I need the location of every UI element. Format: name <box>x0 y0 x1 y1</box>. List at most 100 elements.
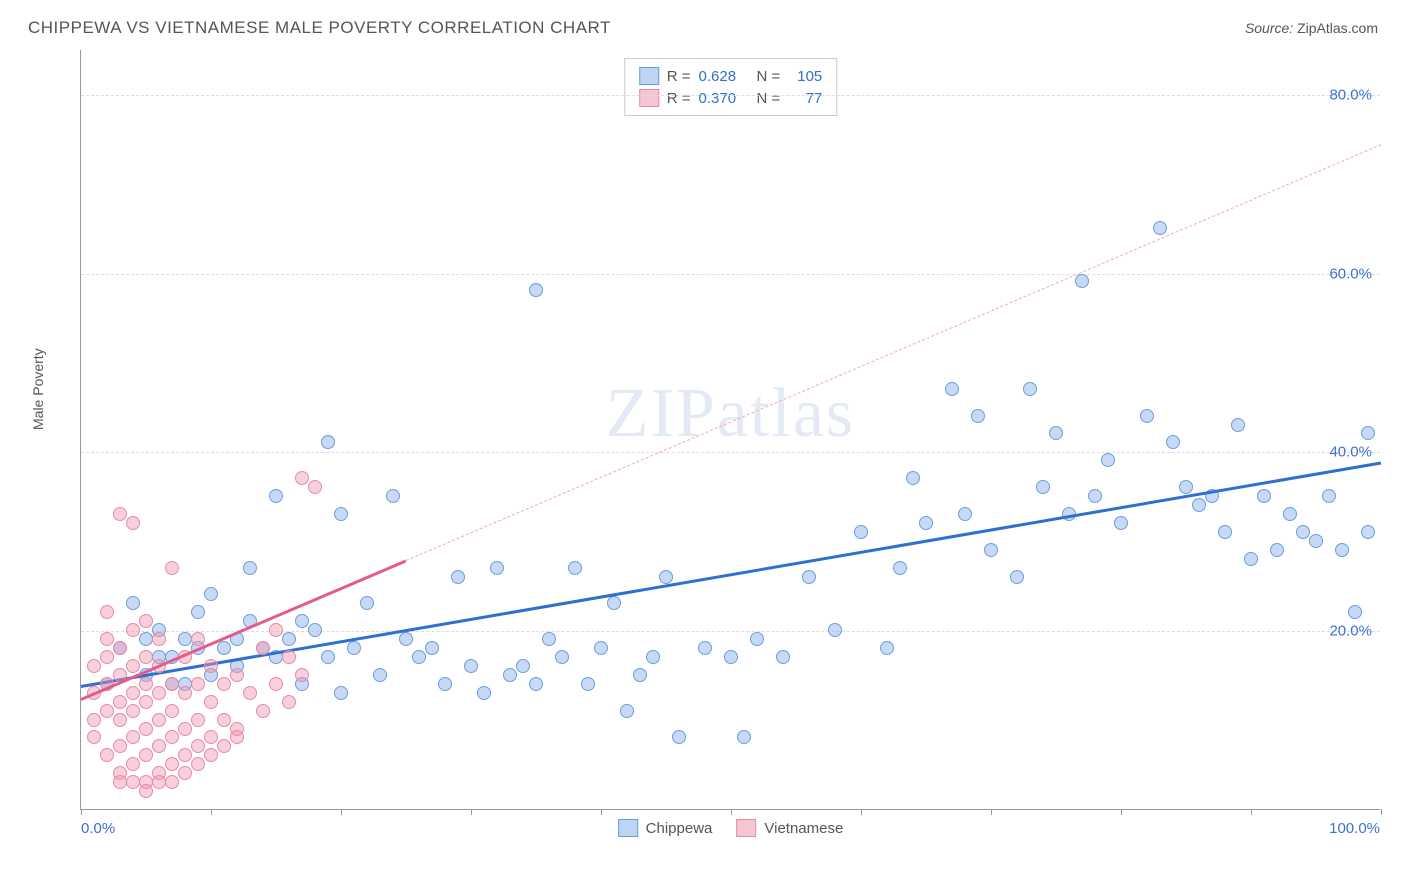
data-point <box>1335 543 1349 557</box>
data-point <box>256 641 270 655</box>
x-tick <box>81 809 82 815</box>
data-point <box>1049 426 1063 440</box>
data-point <box>139 748 153 762</box>
data-point <box>308 480 322 494</box>
trend-line <box>406 144 1381 561</box>
data-point <box>113 775 127 789</box>
gridline <box>81 274 1380 275</box>
legend-swatch <box>639 67 659 85</box>
data-point <box>178 632 192 646</box>
data-point <box>165 677 179 691</box>
data-point <box>1296 525 1310 539</box>
data-point <box>1309 534 1323 548</box>
data-point <box>425 641 439 655</box>
x-min-label: 0.0% <box>81 820 115 837</box>
data-point <box>1322 489 1336 503</box>
stat-n-label: N = <box>757 68 781 85</box>
legend-swatch <box>618 819 638 837</box>
data-point <box>87 713 101 727</box>
data-point <box>87 659 101 673</box>
legend-swatch <box>736 819 756 837</box>
data-point <box>113 713 127 727</box>
data-point <box>139 722 153 736</box>
data-point <box>984 543 998 557</box>
stats-legend: R =0.628N =105R =0.370N =77 <box>624 58 838 116</box>
data-point <box>269 489 283 503</box>
data-point <box>191 677 205 691</box>
data-point <box>555 650 569 664</box>
data-point <box>1361 525 1375 539</box>
data-point <box>126 516 140 530</box>
data-point <box>386 489 400 503</box>
stat-n-label: N = <box>757 90 781 107</box>
data-point <box>165 730 179 744</box>
data-point <box>1244 552 1258 566</box>
data-point <box>178 766 192 780</box>
data-point <box>295 471 309 485</box>
data-point <box>100 632 114 646</box>
x-tick <box>471 809 472 815</box>
data-point <box>893 561 907 575</box>
y-tick-label: 80.0% <box>1329 86 1372 103</box>
data-point <box>529 283 543 297</box>
data-point <box>113 507 127 521</box>
data-point <box>178 686 192 700</box>
data-point <box>698 641 712 655</box>
stat-r-value: 0.370 <box>699 90 749 107</box>
data-point <box>139 695 153 709</box>
data-point <box>100 605 114 619</box>
data-point <box>529 677 543 691</box>
data-point <box>230 730 244 744</box>
data-point <box>880 641 894 655</box>
chart-title: CHIPPEWA VS VIETNAMESE MALE POVERTY CORR… <box>28 18 611 38</box>
data-point <box>568 561 582 575</box>
data-point <box>1075 274 1089 288</box>
data-point <box>126 704 140 718</box>
x-tick <box>1121 809 1122 815</box>
data-point <box>152 686 166 700</box>
data-point <box>100 650 114 664</box>
data-point <box>971 409 985 423</box>
data-point <box>139 614 153 628</box>
x-tick <box>211 809 212 815</box>
data-point <box>451 570 465 584</box>
stat-r-label: R = <box>667 68 691 85</box>
data-point <box>321 435 335 449</box>
data-point <box>347 641 361 655</box>
data-point <box>919 516 933 530</box>
y-axis-label: Male Poverty <box>30 348 46 430</box>
data-point <box>295 668 309 682</box>
data-point <box>191 713 205 727</box>
legend-item: Chippewa <box>618 819 713 837</box>
data-point <box>1257 489 1271 503</box>
plot-area: ZIPatlas R =0.628N =105R =0.370N =77 Chi… <box>80 50 1380 810</box>
data-point <box>1218 525 1232 539</box>
data-point <box>1270 543 1284 557</box>
data-point <box>126 730 140 744</box>
data-point <box>152 713 166 727</box>
stats-row: R =0.370N =77 <box>639 87 823 109</box>
data-point <box>113 739 127 753</box>
data-point <box>1114 516 1128 530</box>
data-point <box>581 677 595 691</box>
data-point <box>360 596 374 610</box>
data-point <box>503 668 517 682</box>
data-point <box>906 471 920 485</box>
stats-row: R =0.628N =105 <box>639 65 823 87</box>
source-attribution: Source: ZipAtlas.com <box>1245 20 1378 36</box>
data-point <box>646 650 660 664</box>
data-point <box>438 677 452 691</box>
data-point <box>256 704 270 718</box>
x-tick <box>731 809 732 815</box>
gridline <box>81 452 1380 453</box>
data-point <box>126 596 140 610</box>
data-point <box>1179 480 1193 494</box>
data-point <box>217 739 231 753</box>
data-point <box>334 686 348 700</box>
legend-label: Vietnamese <box>764 820 843 837</box>
data-point <box>308 623 322 637</box>
data-point <box>165 775 179 789</box>
data-point <box>1231 418 1245 432</box>
data-point <box>191 632 205 646</box>
gridline <box>81 95 1380 96</box>
